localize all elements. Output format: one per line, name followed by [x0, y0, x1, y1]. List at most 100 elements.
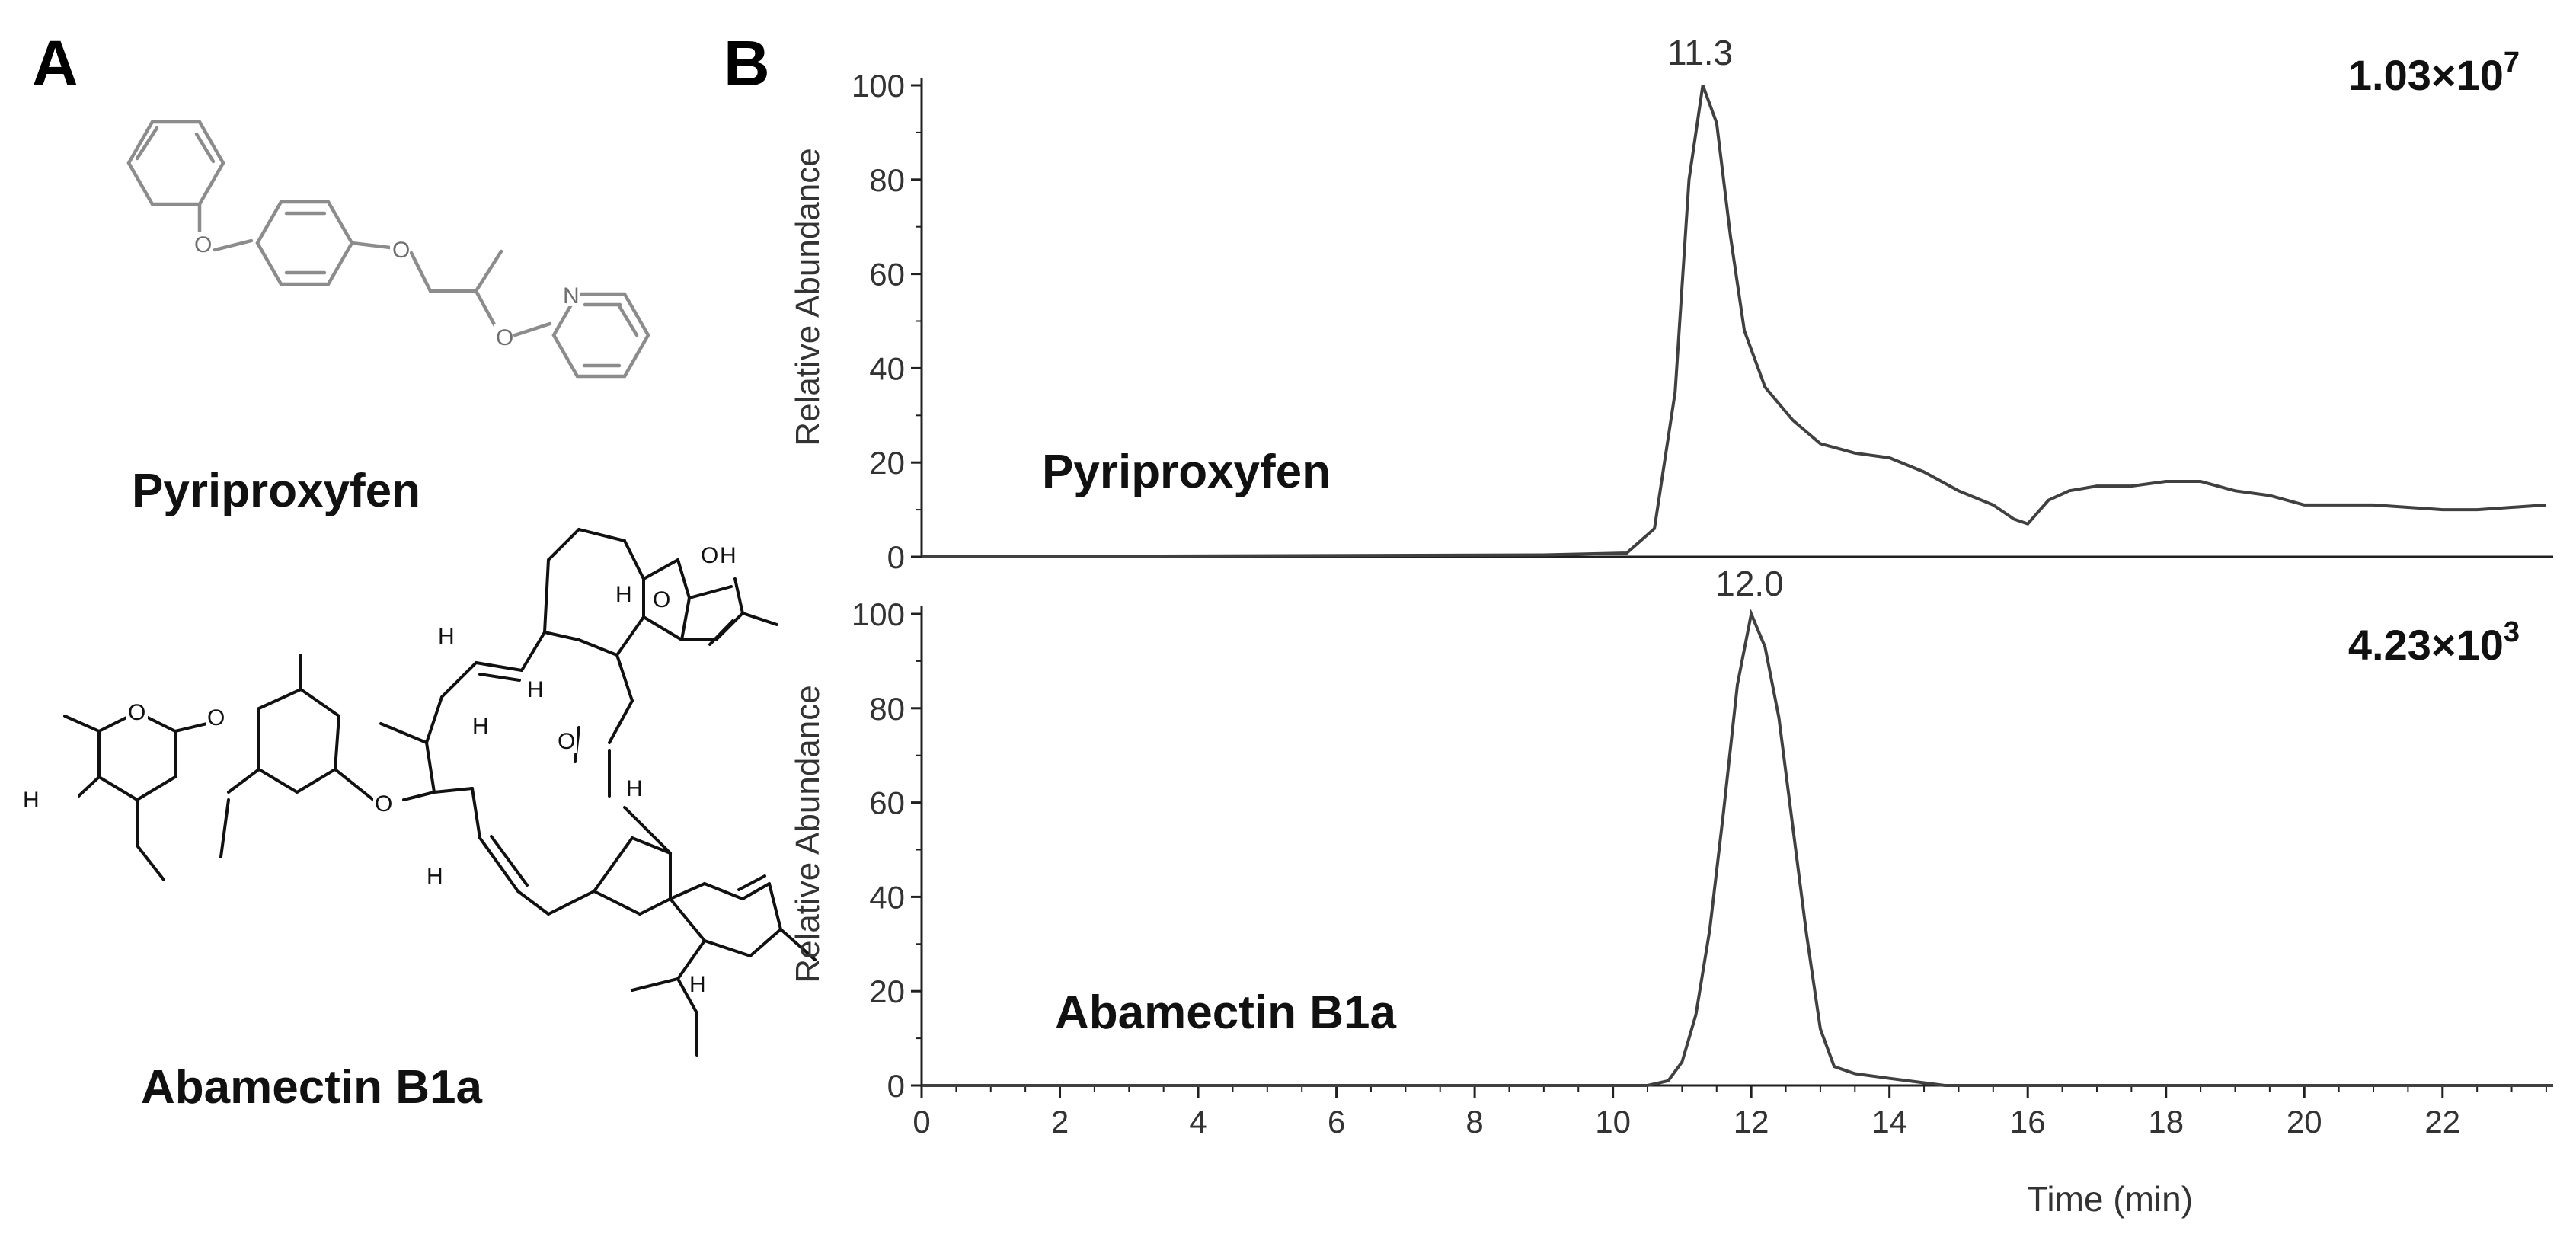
bond [669, 882, 706, 900]
atom-h: H [23, 788, 40, 813]
bond [73, 775, 101, 801]
y-tick-label: 0 [887, 1068, 905, 1104]
y-axis-title-bottom: Relative Abundance [789, 685, 826, 983]
bond [615, 615, 645, 657]
y-tick-label: 0 [887, 539, 905, 575]
sugar-ring-2 [257, 687, 341, 794]
x-tick-label: 12 [1734, 1104, 1769, 1140]
y-tick-label: 40 [869, 350, 905, 386]
bond [676, 558, 691, 599]
atom-h: H [615, 582, 632, 607]
y-tick-label: 100 [852, 68, 905, 104]
bond [213, 238, 254, 252]
sugar-ring-1 [97, 710, 177, 802]
bond [615, 654, 634, 702]
bond [768, 882, 782, 931]
bond [350, 241, 392, 250]
atom-h: H [689, 972, 706, 997]
bond [737, 874, 766, 891]
y-tick-label: 20 [869, 973, 905, 1009]
bond [520, 631, 546, 672]
bond [608, 699, 634, 744]
bond [547, 528, 580, 561]
bond [703, 939, 752, 957]
trace-abamectin [922, 609, 2553, 1087]
peak-label-top: 11.3 [1667, 33, 1733, 72]
phenyl-ring-1 [126, 120, 225, 206]
y-axis-title-top: Relative Abundance [789, 148, 826, 446]
x-axis-title: Time (min) [2027, 1179, 2193, 1219]
bond [741, 612, 778, 626]
x-tick-label: 2 [1051, 1104, 1069, 1140]
series-label-top: Pyriproxyfen [1042, 446, 1331, 498]
intensity-label-bottom: 4.23×103 [2348, 616, 2520, 669]
y-tick-label: 60 [869, 785, 905, 821]
bond [593, 836, 634, 893]
bond [688, 585, 733, 599]
bond [516, 890, 550, 916]
bond [680, 596, 691, 641]
bond [409, 251, 433, 293]
bond [475, 661, 523, 672]
bond [638, 897, 672, 916]
x-tick-label: 6 [1328, 1104, 1345, 1140]
abamectin-atoms: O H H O H H O H H H H O O O H [23, 542, 737, 997]
chromatogram-bottom: 0 20 40 60 80 100 0 2 4 6 8 10 12 14 16 18 20 22 12.0 4.… [789, 564, 2553, 1219]
y-axis-bottom: 0 20 40 60 80 100 [852, 596, 923, 1104]
pyriproxyfen-name: Pyriproxyfen [132, 465, 420, 517]
bond [440, 661, 478, 699]
pyridine-ring [551, 292, 650, 379]
atom-o: O [496, 325, 513, 350]
panel-b-label: B [724, 27, 770, 99]
intensity-exponent: 3 [2504, 616, 2520, 648]
bond [631, 836, 672, 855]
panel-a-label: A [32, 27, 78, 99]
bond [642, 615, 683, 641]
y-tick-label: 100 [852, 596, 905, 632]
bond [478, 673, 521, 682]
intensity-exponent: 7 [2504, 46, 2520, 78]
series-label-bottom: Abamectin B1a [1055, 986, 1396, 1039]
x-axis-bottom: 0 2 4 6 8 10 12 14 16 18 20 22 [912, 1084, 2553, 1140]
x-tick-label: 22 [2424, 1104, 2460, 1140]
atom-h: H [427, 864, 443, 889]
atom-n: N [563, 283, 580, 309]
atom-o: O [392, 238, 410, 263]
bond [513, 321, 552, 337]
bond [733, 577, 744, 615]
y-tick-label: 80 [869, 691, 905, 727]
bond [577, 528, 626, 542]
bond [676, 939, 706, 980]
bond [577, 638, 618, 657]
atom-o: O [207, 705, 225, 730]
atom-o: O [375, 791, 392, 817]
bond [478, 836, 519, 893]
atom-h: H [527, 677, 544, 702]
x-tick-label: 10 [1595, 1104, 1631, 1140]
trace-pyriproxyfen [921, 85, 2547, 558]
bond [334, 768, 375, 801]
bond [593, 890, 641, 916]
atom-h: H [438, 624, 455, 649]
bond [623, 539, 645, 580]
x-tick-label: 4 [1189, 1104, 1207, 1140]
x-tick-label: 0 [912, 1104, 930, 1140]
bond [543, 558, 550, 634]
y-tick-label: 60 [869, 257, 905, 293]
bond [749, 928, 782, 957]
bond [474, 249, 503, 293]
bond [219, 798, 230, 858]
bond [703, 882, 744, 900]
intensity-label-top: 1.03×107 [2348, 46, 2520, 99]
y-tick-label: 40 [869, 879, 905, 915]
x-tick-label: 16 [2010, 1104, 2046, 1140]
ring-double-bond [616, 302, 639, 337]
phenyl-ring-2 [255, 200, 354, 286]
atom-o: O [701, 543, 718, 568]
bond [227, 768, 260, 794]
x-tick-label: 20 [2287, 1104, 2322, 1140]
bond [136, 844, 165, 881]
bond [676, 977, 698, 1015]
x-tick-label: 18 [2148, 1104, 2184, 1140]
x-tick-label: 8 [1465, 1104, 1483, 1140]
